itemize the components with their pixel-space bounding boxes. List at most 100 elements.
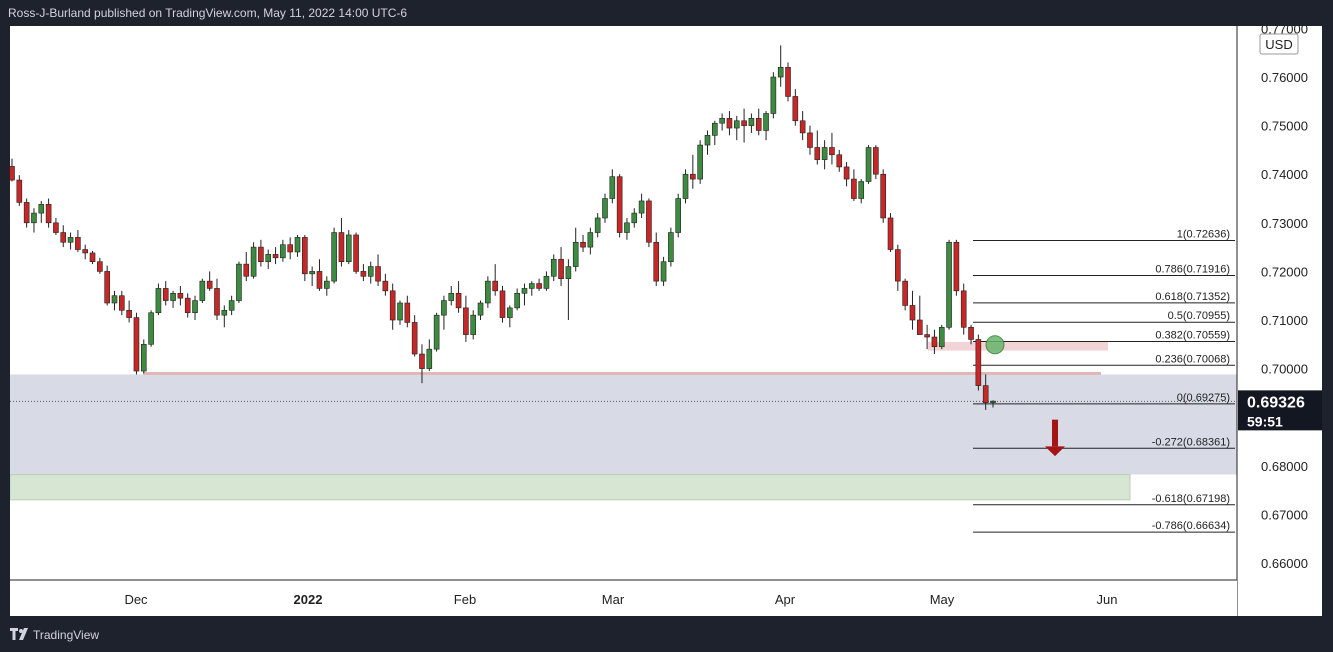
candle (148, 310, 154, 347)
candle (360, 264, 367, 282)
time-tick-label: Dec (124, 592, 148, 607)
candle (411, 315, 418, 357)
candle (755, 108, 762, 136)
candle (799, 111, 806, 141)
candle (236, 261, 242, 303)
fib-levels-layer: 1(0.72636) 0.786(0.71916) 0.618(0.71352) 0.… (973, 229, 1235, 533)
candle (748, 113, 755, 133)
candle (250, 242, 257, 279)
price-tick-label: 0.73000 (1261, 216, 1308, 231)
candle (587, 227, 594, 255)
candle (162, 281, 169, 306)
time-tick-label: May (930, 592, 955, 607)
candle (302, 234, 308, 282)
candle (712, 120, 718, 146)
candle (938, 324, 945, 350)
candle (858, 179, 865, 204)
candle (316, 259, 323, 291)
candle (89, 251, 96, 265)
candle (448, 285, 455, 306)
fib-label: 1(0.72636) (1177, 229, 1230, 241)
resistance-zone (928, 341, 1108, 351)
candle (119, 290, 125, 316)
candle (528, 281, 535, 296)
candle (565, 259, 572, 321)
candle (258, 239, 264, 267)
price-chart[interactable]: 1(0.72636) 0.786(0.71916) 0.618(0.71352) 0.… (9, 21, 1322, 616)
candle (170, 290, 176, 308)
candle (397, 300, 403, 325)
candle (404, 295, 411, 328)
candle (550, 254, 557, 282)
candle (916, 295, 923, 335)
candle (821, 140, 828, 170)
candle (829, 132, 835, 165)
fib-label: 0.786(0.71916) (1155, 263, 1230, 275)
candle (433, 312, 440, 352)
candle (931, 329, 938, 355)
price-axis[interactable]: 0.77000 0.76000 0.75000 0.74000 0.73000 0.720… (1236, 21, 1322, 616)
candle (521, 283, 528, 306)
candle (477, 300, 484, 321)
candle (184, 293, 191, 318)
candle (704, 130, 711, 155)
candle (23, 198, 30, 228)
candle (580, 234, 586, 252)
candle (895, 244, 901, 291)
candle (785, 62, 791, 102)
candle (199, 278, 206, 303)
candlestick-chart-svg[interactable]: 1(0.72636) 0.786(0.71916) 0.618(0.71352) 0.… (9, 21, 1322, 616)
fib-label: 0.618(0.71352) (1155, 291, 1230, 303)
price-tick-label: 0.70000 (1261, 362, 1308, 377)
candle (426, 339, 433, 372)
candle (902, 278, 908, 311)
candle (192, 295, 198, 321)
time-axis[interactable]: Dec 2022 Feb Mar Apr May Jun (10, 579, 1237, 616)
support-trend-line (143, 371, 1101, 375)
last-price-value: 0.69326 (1247, 394, 1305, 411)
candle (887, 213, 894, 252)
candle (953, 239, 960, 296)
currency-label[interactable]: USD (1265, 37, 1292, 52)
candle (777, 45, 784, 87)
candle (419, 344, 425, 384)
support-zone (10, 374, 1237, 475)
candle (45, 198, 52, 228)
fib-label: -0.272(0.68361) (1152, 436, 1230, 448)
candle (67, 232, 74, 250)
candle (594, 213, 601, 238)
candle (331, 227, 337, 284)
candle (536, 278, 542, 291)
candle (982, 374, 989, 410)
down-arrow-shaft (1052, 419, 1058, 447)
candle (155, 283, 162, 316)
candle (558, 247, 564, 286)
candle (16, 175, 23, 206)
candle (441, 295, 447, 330)
candle (770, 72, 777, 119)
fib-label: 0.382(0.70559) (1155, 329, 1230, 341)
price-tick-label: 0.77000 (1261, 26, 1308, 36)
candle (814, 130, 821, 165)
candle (309, 266, 315, 286)
price-tick-label: 0.66000 (1261, 556, 1308, 571)
candle (97, 257, 103, 274)
candle (741, 108, 747, 143)
retest-circle-marker (985, 335, 1005, 355)
bar-countdown: 59:51 (1247, 413, 1283, 429)
candle (265, 249, 272, 269)
price-tick-label: 0.72000 (1261, 264, 1308, 279)
tradingview-logo-icon (10, 628, 28, 640)
candle (206, 271, 213, 291)
time-tick-label: Jun (1097, 592, 1118, 607)
candle (470, 310, 477, 340)
candle (690, 154, 696, 189)
candle (726, 111, 733, 136)
candle (463, 295, 469, 342)
candle (968, 324, 974, 345)
candle (909, 290, 916, 330)
candle (323, 276, 330, 296)
candle (807, 125, 813, 155)
candle (75, 230, 81, 252)
candle (543, 271, 550, 291)
